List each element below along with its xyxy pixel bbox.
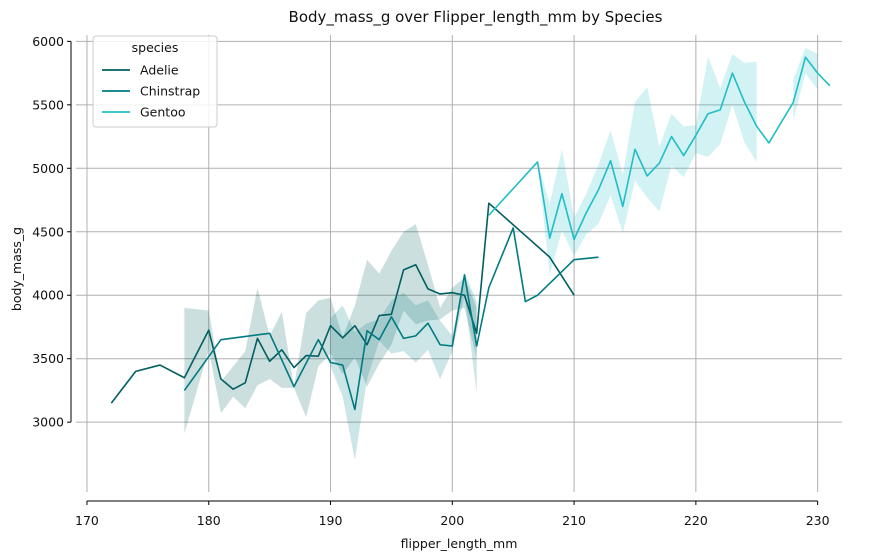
legend: species Adelie Chinstrap Gentoo [92, 35, 218, 128]
y-tick-label: 5000 [32, 161, 64, 176]
y-tick-label: 4500 [32, 224, 64, 239]
series-lines [110, 56, 831, 411]
x-tick-label: 220 [684, 513, 708, 528]
x-tick-label: 210 [562, 513, 586, 528]
x-tick-label: 170 [75, 513, 99, 528]
y-tick-label: 3500 [32, 351, 64, 366]
legend-label: Chinstrap [140, 84, 200, 99]
legend-label: Adelie [140, 63, 179, 78]
grid [76, 35, 842, 492]
y-axis-label: body_mass_g [9, 227, 24, 311]
legend-title: species [132, 40, 179, 55]
legend-label: Gentoo [140, 105, 186, 120]
legend-box [92, 35, 218, 128]
axes: 170 180 190 200 210 220 230 3000 3500 4000 4500 500… [32, 34, 829, 528]
y-tick-label: 4000 [32, 288, 64, 303]
y-tick-label: 3000 [32, 415, 64, 430]
x-tick-label: 200 [440, 513, 464, 528]
series-line [488, 56, 831, 241]
x-tick-label: 180 [197, 513, 221, 528]
x-axis-label: flipper_length_mm [401, 536, 518, 551]
confidence-band [537, 54, 757, 275]
chart-title: Body_mass_g over Flipper_length_mm by Sp… [289, 8, 663, 27]
confidence-bands [184, 47, 818, 461]
x-tick-label: 230 [806, 513, 830, 528]
y-tick-label: 5500 [32, 97, 64, 112]
confidence-band [184, 224, 477, 434]
series-line [183, 227, 599, 411]
y-tick-label: 6000 [32, 34, 64, 49]
series-line [110, 202, 575, 404]
x-tick-label: 190 [319, 513, 343, 528]
